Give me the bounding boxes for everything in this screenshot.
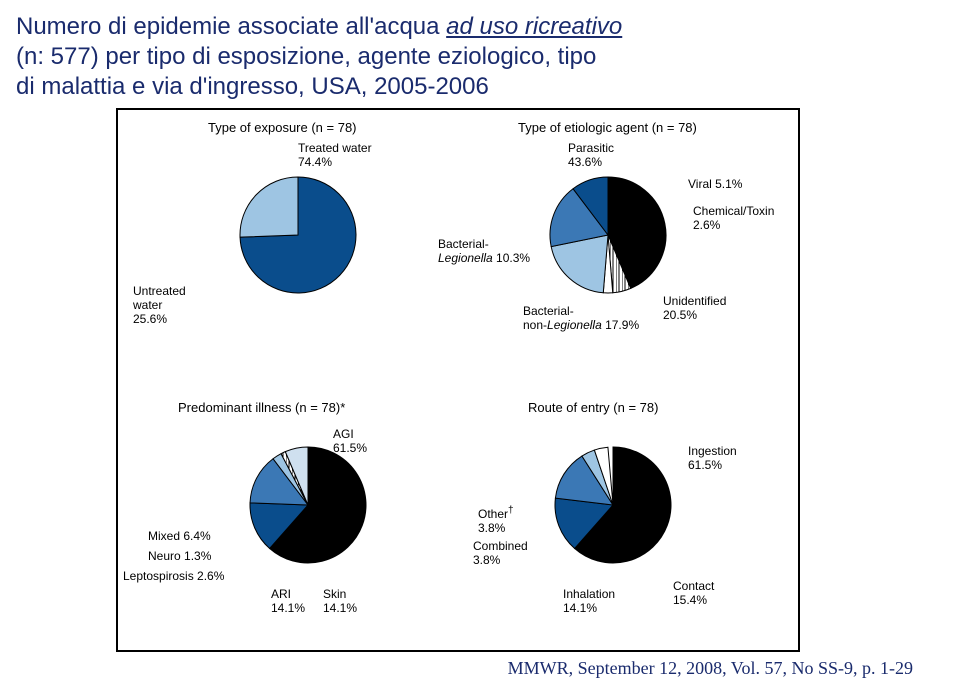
exposure-label-treated: Treated water74.4% bbox=[298, 142, 372, 170]
illness-pie bbox=[238, 435, 378, 575]
illness-label-mixed: Mixed 6.4% bbox=[148, 530, 211, 544]
agent-label-chemical: Chemical/Toxin2.6% bbox=[693, 205, 774, 233]
title-line3: di malattia e via d'ingresso, USA, 2005-… bbox=[16, 73, 489, 100]
chart-box: Type of exposure (n = 78) Treated water7… bbox=[116, 108, 800, 652]
agent-label-viral: Viral 5.1% bbox=[688, 178, 742, 192]
illness-label-lepto: Leptospirosis 2.6% bbox=[123, 570, 224, 584]
route-label-combined: Combined3.8% bbox=[473, 540, 528, 568]
route-label-inhalation: Inhalation14.1% bbox=[563, 588, 615, 616]
route-label-other: Other†3.8% bbox=[478, 505, 514, 536]
illness-label-neuro: Neuro 1.3% bbox=[148, 550, 211, 564]
agent-label-nonleg: Bacterial-non-Legionella 17.9% bbox=[523, 305, 639, 333]
route-label-ingestion: Ingestion61.5% bbox=[688, 445, 737, 473]
agent-pie bbox=[538, 165, 678, 305]
title-line2: (n: 577) per tipo di esposizione, agente… bbox=[16, 43, 596, 70]
citation: MMWR, September 12, 2008, Vol. 57, No SS… bbox=[16, 658, 943, 679]
agent-label-parasitic: Parasitic43.6% bbox=[568, 142, 614, 170]
route-title: Route of entry (n = 78) bbox=[528, 400, 658, 415]
exposure-title: Type of exposure (n = 78) bbox=[208, 120, 357, 135]
agent-title: Type of etiologic agent (n = 78) bbox=[518, 120, 697, 135]
page-title: Numero di epidemie associate all'acqua a… bbox=[16, 12, 943, 102]
title-part1: Numero di epidemie associate all'acqua bbox=[16, 13, 446, 40]
title-underline: ad uso ricreativo bbox=[446, 13, 622, 40]
agent-label-unid: Unidentified20.5% bbox=[663, 295, 726, 323]
exposure-pie bbox=[228, 165, 368, 305]
exposure-label-untreated: Untreatedwater25.6% bbox=[133, 285, 186, 326]
illness-label-agi: AGI61.5% bbox=[333, 428, 367, 456]
illness-label-ari: ARI14.1% bbox=[271, 588, 305, 616]
illness-label-skin: Skin14.1% bbox=[323, 588, 357, 616]
route-label-contact: Contact15.4% bbox=[673, 580, 714, 608]
route-pie bbox=[543, 435, 683, 575]
illness-title: Predominant illness (n = 78)* bbox=[178, 400, 345, 415]
agent-label-leg: Bacterial-Legionella 10.3% bbox=[438, 238, 530, 266]
